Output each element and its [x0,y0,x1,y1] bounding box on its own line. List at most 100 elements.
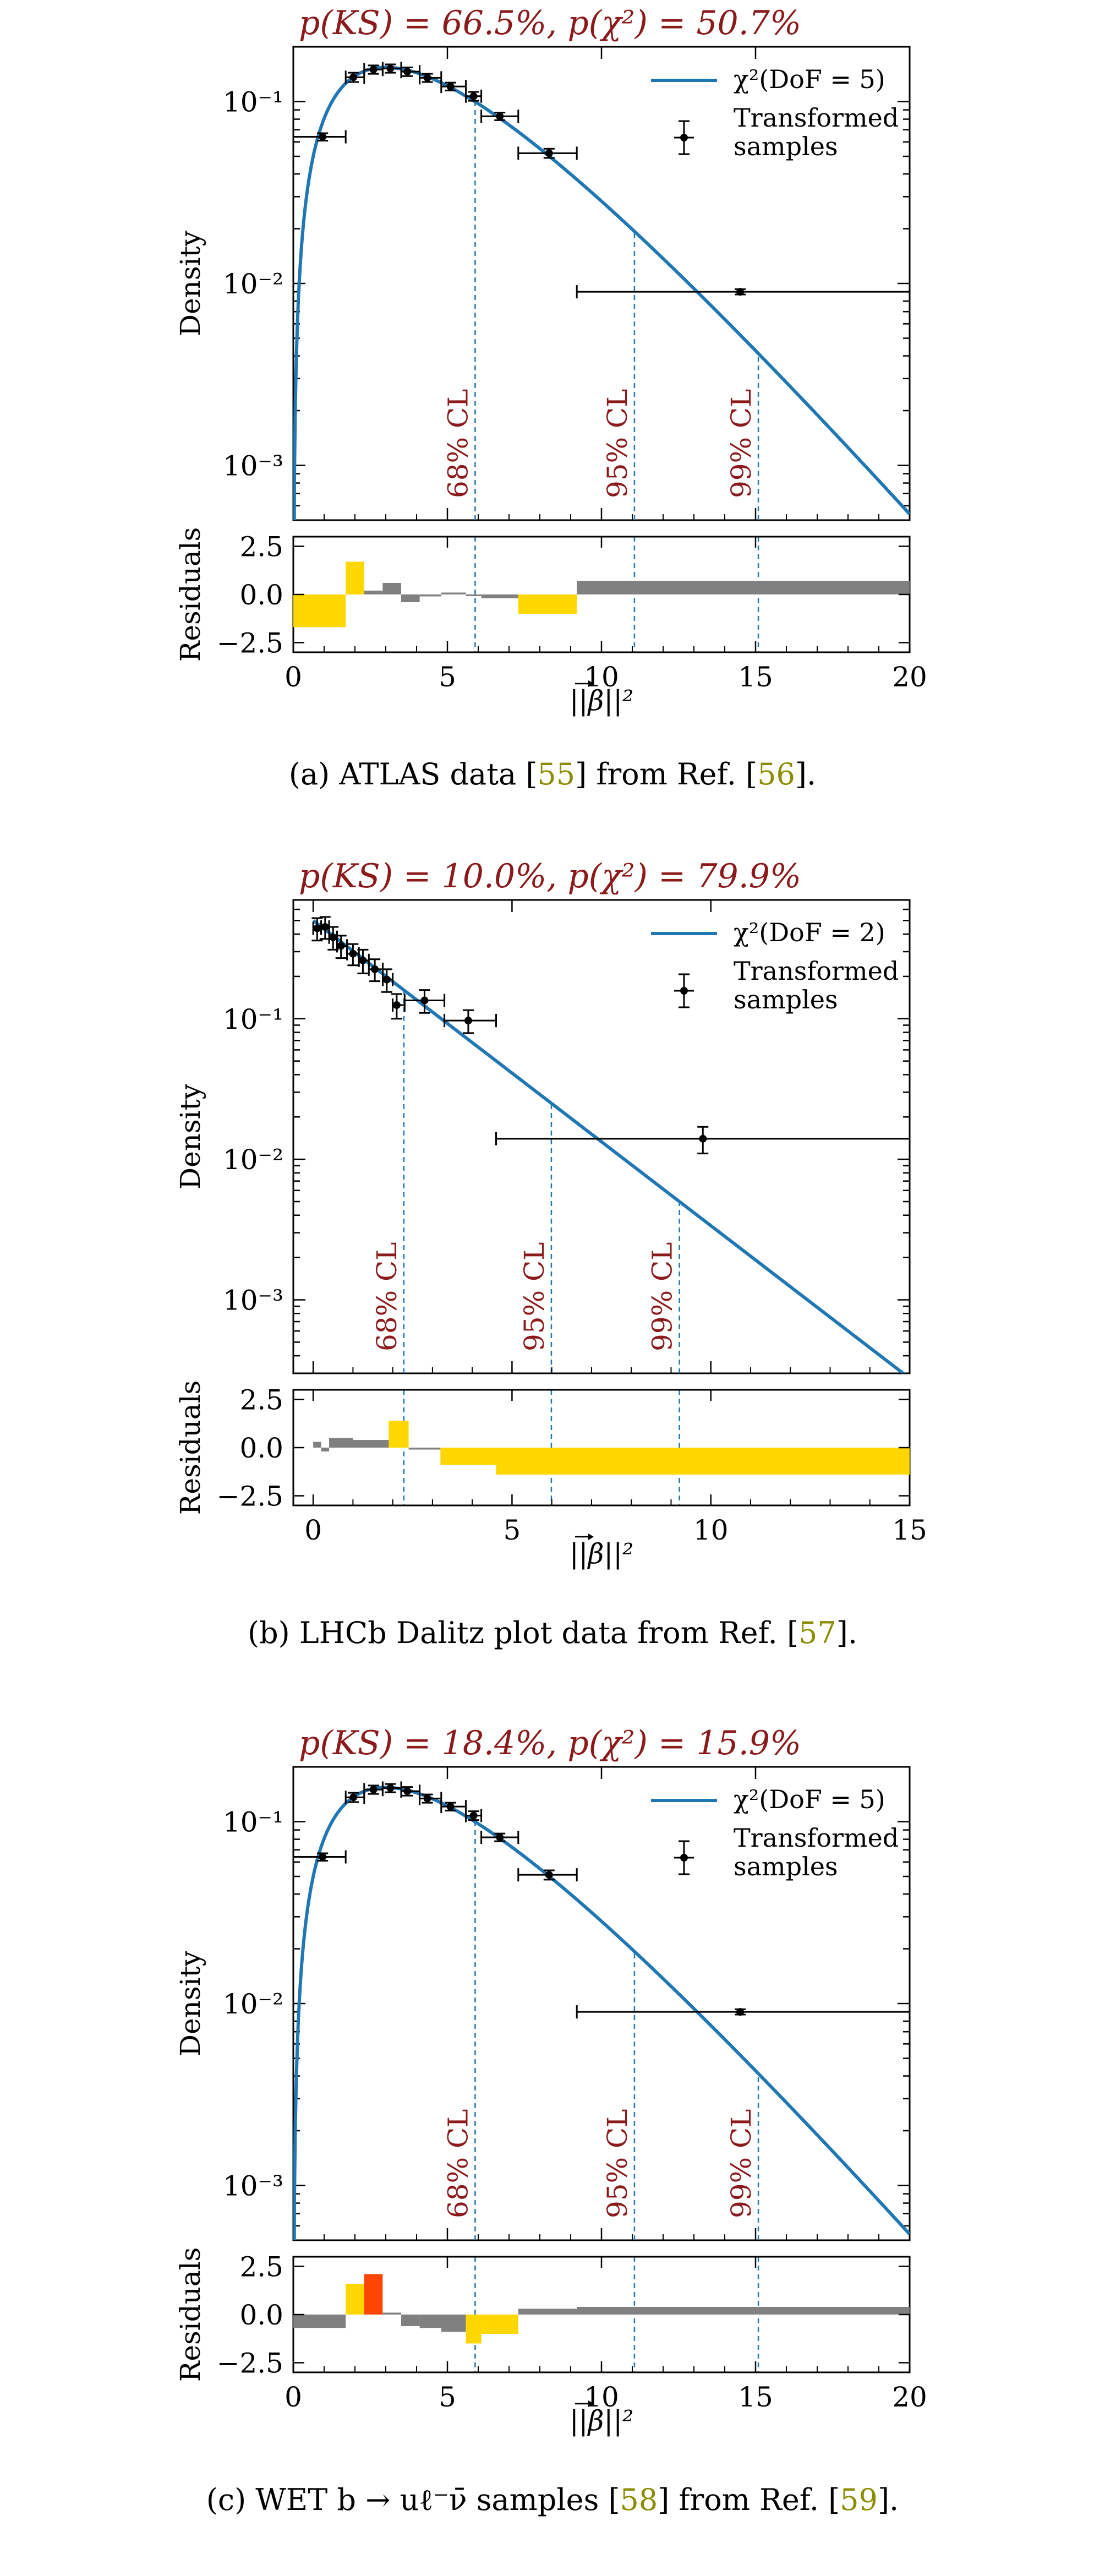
res-y-tick-label: 2.5 [239,2251,283,2283]
marker [321,923,329,931]
x-tick-label: 0 [304,1514,322,1546]
residual-bar [401,594,420,602]
figure-caption: (b) LHCb Dalitz plot data from Ref. [57]… [248,1616,857,1650]
data-point [363,63,384,77]
y-axis-label: Density [174,230,206,336]
residual-bars [293,561,910,627]
data-point [292,1850,347,1864]
legend-marker-dot [680,1854,688,1862]
residual-bar [481,594,518,598]
data-point [440,1800,467,1814]
cl-label: 99% CL [725,389,757,499]
cl-label: 68% CL [442,2109,474,2219]
data-point [346,943,360,967]
legend-samples-label-2: samples [734,132,838,161]
y-axis-ticks [293,908,910,1374]
vector-arrow-head-icon [588,2400,594,2407]
caption-citation: 55 [537,757,575,792]
marker [386,1784,395,1792]
y-tick-label: 10⁻³ [223,2170,283,2202]
data-point [381,1781,402,1795]
y-tick-label: 10⁻² [223,268,283,300]
data-point [400,1784,421,1798]
legend-samples-label: Transformed [734,1823,899,1853]
x-axis-label: ||β||² [570,1538,633,1570]
chart-panel-3: p(KS) = 18.4%, p(χ²) = 15.9% 10⁻³ 10⁻² 10⁻¹… [174,1724,927,2517]
data-point [391,993,406,1020]
data-point [403,989,446,1014]
residual-bar [353,1440,389,1448]
marker [420,996,429,1005]
residual-bar [408,1448,441,1450]
chart-panel-1: p(KS) = 66.5%, p(χ²) = 50.7% 10⁻³ 10⁻² 10⁻¹… [174,4,927,792]
marker [392,1001,401,1009]
y-tick-label: 10⁻² [223,1144,283,1176]
residual-bar [364,2274,383,2315]
data-point [381,62,402,75]
caption-text: (b) LHCb Dalitz plot data from Ref. [ [248,1616,798,1650]
data-point [517,146,578,160]
residual-bar [293,2315,346,2328]
cl-label: 95% CL [601,2109,633,2219]
caption-text: (c) WET b → uℓ⁻ν̄ samples [ [206,2482,620,2517]
marker [369,1786,378,1794]
x-tick-label: 20 [892,661,927,693]
residual-bar [401,2315,420,2326]
data-point [440,80,467,94]
legend-curve-label: χ²(DoF = 5) [734,1784,885,1814]
panel-title: p(KS) = 18.4%, p(χ²) = 15.9% [299,1724,801,1762]
x-tick-label: 5 [439,661,456,693]
x-tick-label: 15 [892,1514,927,1546]
marker [349,949,357,958]
marker [337,942,345,950]
data-point [480,1830,519,1844]
caption-citation: 56 [757,757,795,792]
caption-text: (a) ATLAS data [ [289,757,537,792]
legend-marker-dot [680,987,688,995]
marker [423,74,431,82]
marker [446,1803,455,1811]
panel-title: p(KS) = 10.0%, p(χ²) = 79.9% [299,857,801,896]
marker [369,66,378,74]
residual-bar [382,2312,401,2315]
cl-label: 99% CL [647,1242,679,1352]
x-tick-label: 10 [693,1514,729,1546]
data-point [381,968,394,993]
marker [545,149,553,157]
res-y-tick-label: 2.5 [239,531,283,563]
cl-label: 95% CL [518,1242,550,1352]
marker [464,1017,472,1025]
marker [496,112,504,121]
x-tick-label: 10 [584,661,619,693]
marker [423,1794,431,1803]
legend-marker-dot [680,134,688,141]
residual-bar [441,2315,466,2332]
residual-bar [441,592,466,594]
figure-caption: (a) ATLAS data [55] from Ref. [56]. [289,757,816,792]
data-point [444,1009,497,1034]
residual-bar [364,591,383,594]
data-point [400,65,421,79]
residual-bar [481,2315,518,2334]
res-y-tick-label: −2.5 [217,1481,283,1513]
y-axis-label: Density [174,1083,206,1189]
data-point [576,2005,911,2019]
marker [349,1793,358,1802]
data-point [465,89,483,103]
marker [545,1871,553,1879]
marker [403,1787,412,1795]
x-tick-label: 10 [584,2381,619,2413]
data-point [344,1791,365,1804]
residuals-axis-label: Residuals [174,527,206,662]
x-tick-label: 0 [285,661,302,693]
cl-label: 99% CL [725,2109,757,2219]
residual-bars [313,1421,910,1475]
marker [496,1833,504,1841]
residual-bar [440,1448,496,1465]
marker [349,73,358,81]
data-points [311,916,911,1155]
caption-text: ]. [836,1616,857,1650]
cl-label: 95% CL [601,389,633,499]
x-tick-label: 5 [439,2381,456,2413]
residual-bar [466,594,482,596]
